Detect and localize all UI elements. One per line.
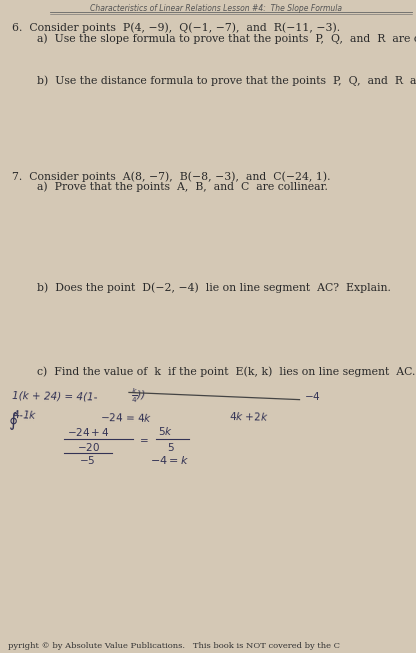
Text: $4k$ +$2k$: $4k$ +$2k$ — [229, 409, 269, 422]
Text: 7.  Consider points  A(8, −7),  B(−8, −3),  and  C(−24, 1).: 7. Consider points A(8, −7), B(−8, −3), … — [12, 171, 331, 182]
Text: 1(k + 24) = 4(1-: 1(k + 24) = 4(1- — [12, 390, 98, 402]
Text: $5$: $5$ — [167, 441, 175, 453]
Text: a)  Prove that the points  A,  B,  and  C  are collinear.: a) Prove that the points A, B, and C are… — [37, 182, 328, 192]
Text: $5k$: $5k$ — [158, 425, 173, 437]
Text: pyright © by Absolute Value Publications.   This book is NOT covered by the C: pyright © by Absolute Value Publications… — [8, 643, 340, 650]
Text: b)  Use the distance formula to prove that the points  P,  Q,  and  R  are colli: b) Use the distance formula to prove tha… — [37, 75, 416, 86]
Text: $-20$: $-20$ — [77, 441, 100, 453]
Text: $4$-1k: $4$-1k — [12, 408, 38, 421]
Text: Characteristics of Linear Relations Lesson #4:  The Slope Formula: Characteristics of Linear Relations Less… — [90, 4, 342, 12]
Text: c)  Find the value of  k  if the point  E(k, k)  lies on line segment  AC.: c) Find the value of k if the point E(k,… — [37, 367, 416, 377]
Text: $-24 + 4$: $-24 + 4$ — [67, 426, 109, 438]
Text: 6.  Consider points  P(4, −9),  Q(−1, −7),  and  R(−11, −3).: 6. Consider points P(4, −9), Q(−1, −7), … — [12, 22, 341, 33]
Text: $\frac{k}{4}$)): $\frac{k}{4}$)) — [131, 387, 146, 405]
Text: $=$: $=$ — [137, 434, 149, 444]
Text: $-4$: $-4$ — [304, 390, 320, 402]
Text: $-4 = k$: $-4 = k$ — [150, 454, 188, 466]
Text: $-5$: $-5$ — [79, 454, 96, 466]
Text: $-24$ = $4k$: $-24$ = $4k$ — [100, 411, 152, 424]
Text: $\oint$: $\oint$ — [8, 410, 19, 432]
Text: a)  Use the slope formula to prove that the points  P,  Q,  and  R  are collinea: a) Use the slope formula to prove that t… — [37, 34, 416, 44]
Text: b)  Does the point  D(−2, −4)  lie on line segment  AC?  Explain.: b) Does the point D(−2, −4) lie on line … — [37, 282, 391, 293]
